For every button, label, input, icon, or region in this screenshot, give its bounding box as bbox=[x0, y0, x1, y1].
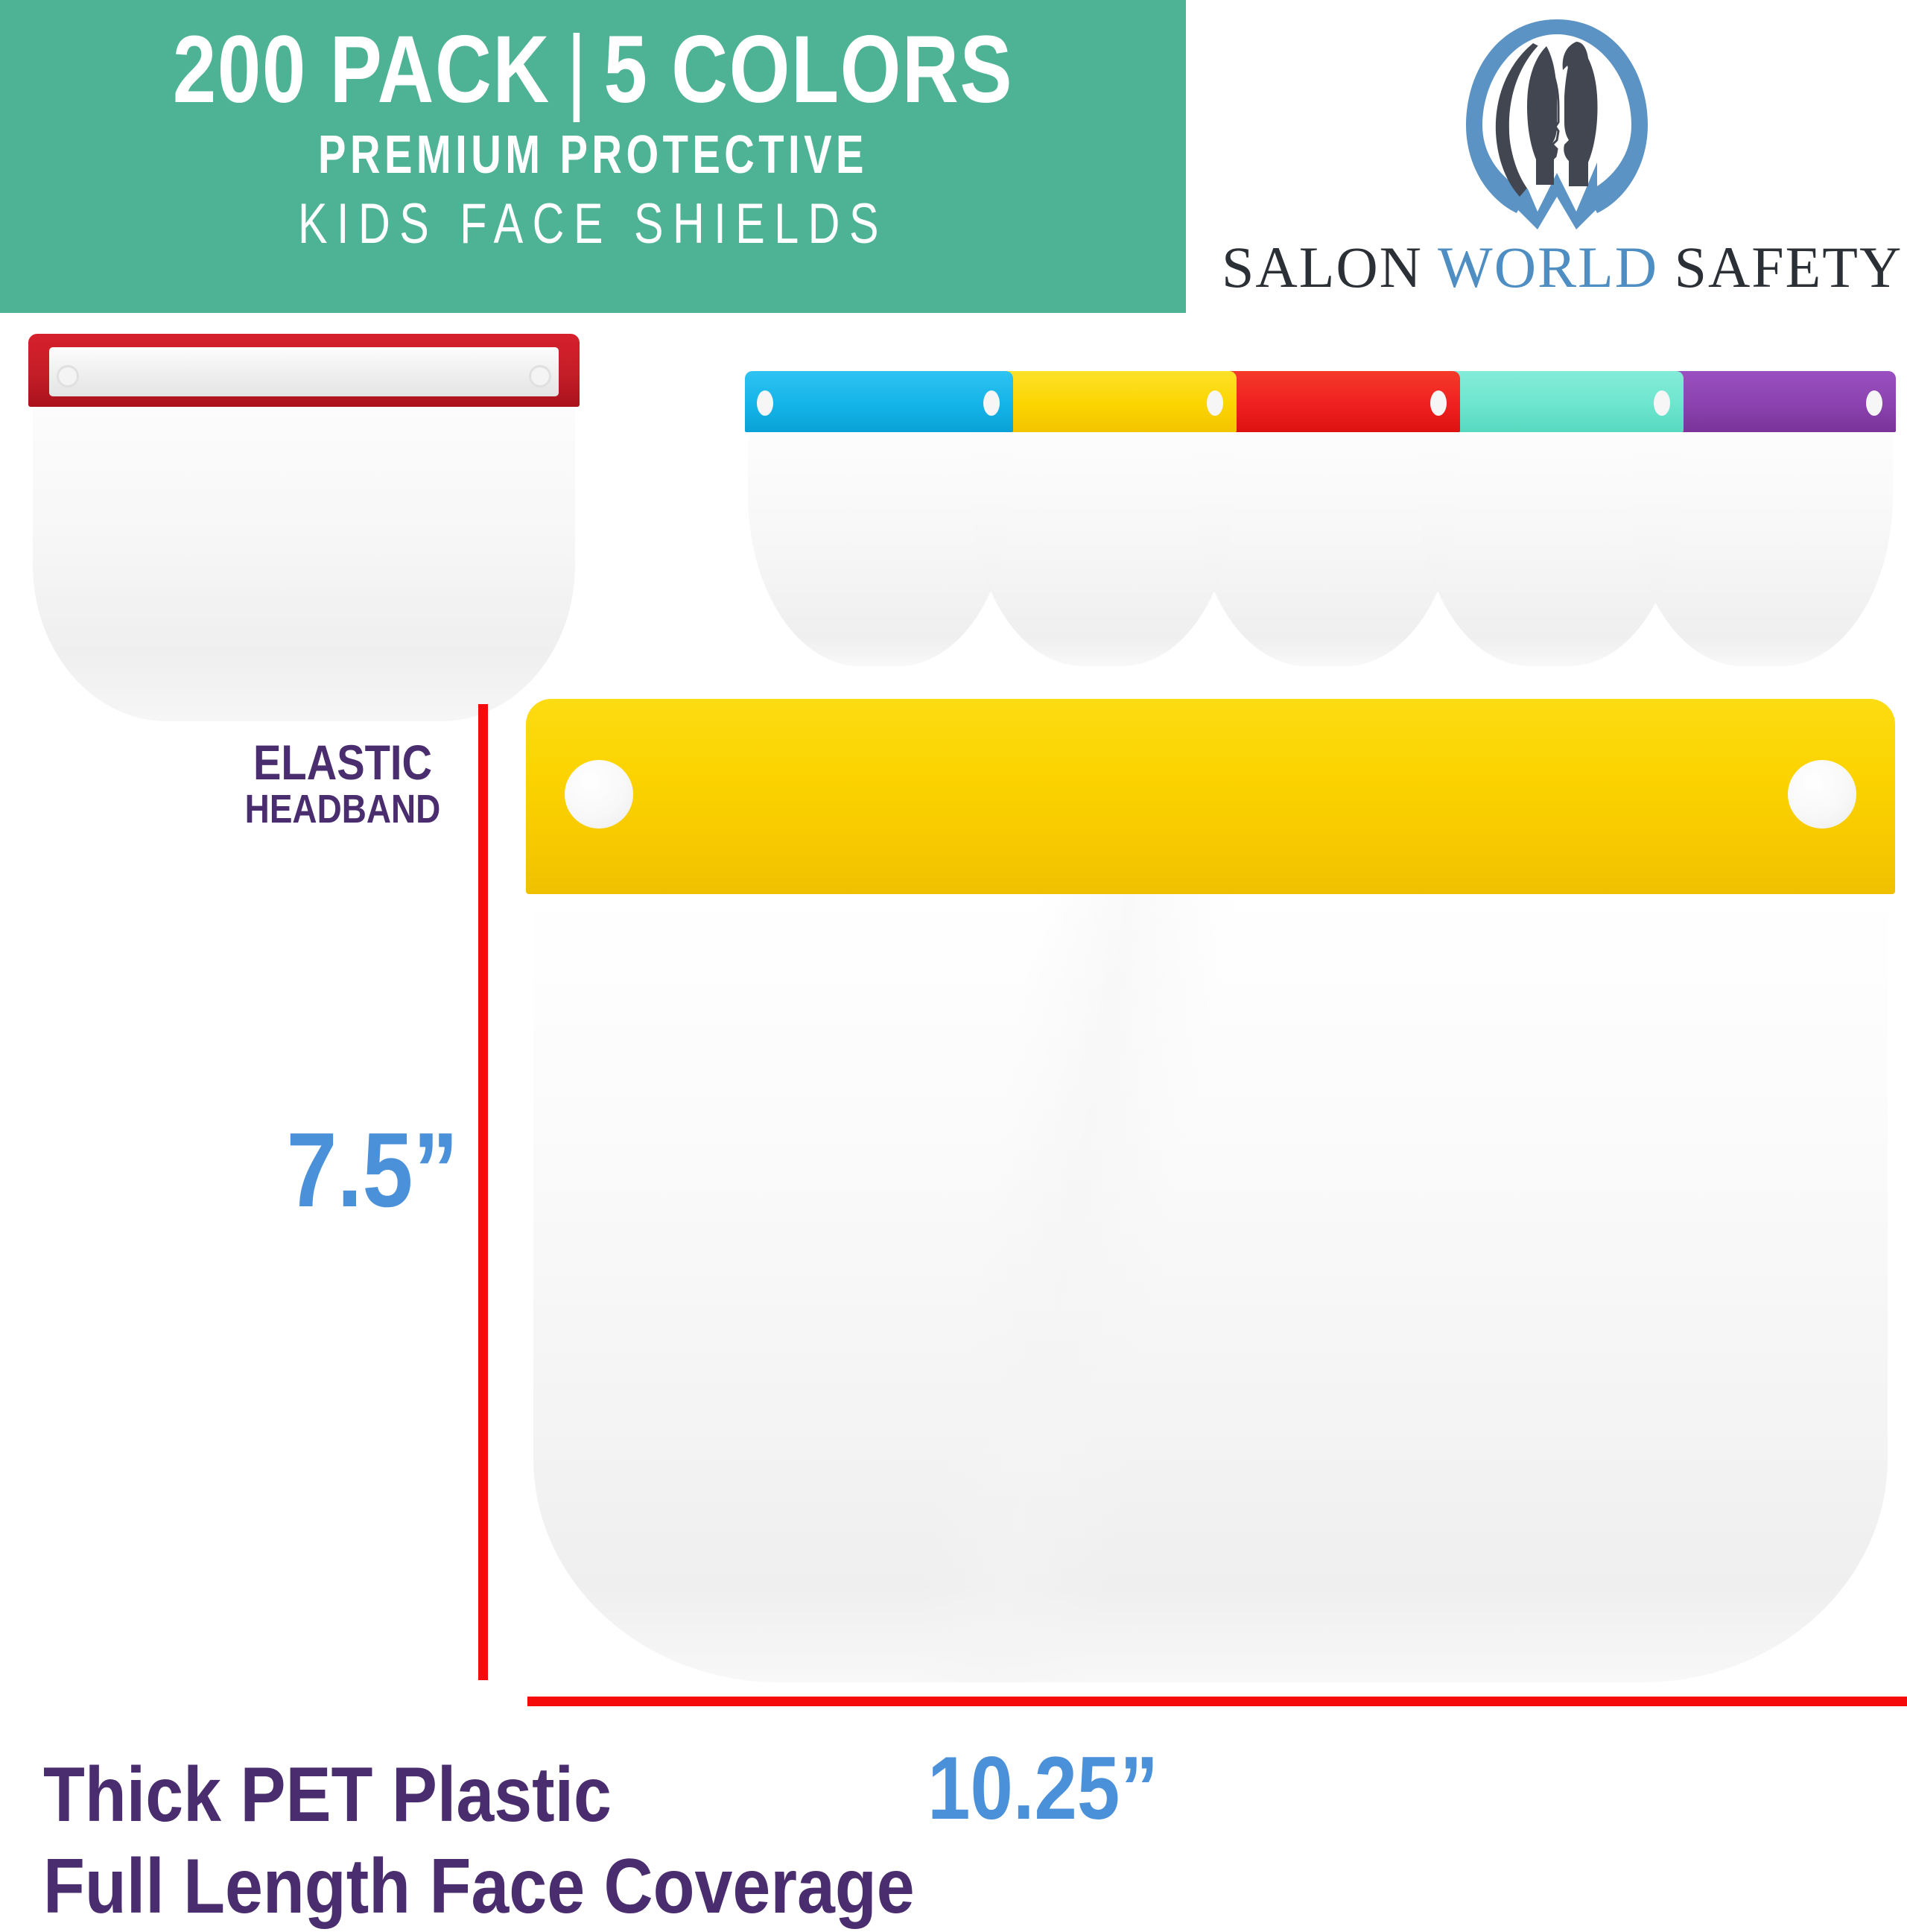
mini-shield-band bbox=[1192, 371, 1460, 432]
feature-line-coverage: Full Length Face Coverage bbox=[43, 1843, 915, 1930]
elastic-headband-shield bbox=[28, 334, 580, 721]
two-faces-oval-logo-icon bbox=[1466, 19, 1648, 229]
mini-shield-red bbox=[1192, 371, 1460, 668]
mini-shield-blue bbox=[745, 371, 1013, 668]
mini-rivet-left bbox=[757, 390, 773, 416]
large-shield-visor bbox=[533, 887, 1888, 1682]
mini-shield-visor bbox=[1418, 429, 1681, 666]
feature-text-block: Thick PET Plastic Full Length Face Cover… bbox=[43, 1749, 1161, 1932]
large-shield-band-yellow bbox=[526, 699, 1895, 894]
large-shield-rivet-right bbox=[1788, 760, 1856, 829]
header-subtitle: PREMIUM PROTECTIVE bbox=[318, 125, 868, 186]
header-pack-count: 200 PACK bbox=[172, 16, 550, 123]
brand-word-safety: SAFETY bbox=[1674, 235, 1903, 300]
mini-shield-yellow bbox=[968, 371, 1237, 668]
header-color-count: 5 COLORS bbox=[603, 16, 1014, 123]
shield-rivet-right bbox=[529, 365, 551, 387]
mini-rivet-right bbox=[1866, 390, 1882, 416]
mini-shield-visor bbox=[971, 429, 1234, 666]
caption-headband: HEADBAND bbox=[244, 787, 441, 832]
brand-logo: SALON WORLD SAFETY bbox=[1222, 13, 1901, 311]
width-measure-label: 10.25” bbox=[927, 1738, 1158, 1838]
header-product-name: KIDS FACE SHIELDS bbox=[298, 192, 888, 256]
elastic-headband-caption: ELASTIC HEADBAND bbox=[186, 738, 499, 832]
mini-shield-visor bbox=[1195, 429, 1457, 666]
shield-rivet-left bbox=[57, 365, 79, 387]
header-divider: | bbox=[566, 16, 588, 123]
brand-word-salon: SALON bbox=[1222, 235, 1424, 300]
width-measure-line bbox=[527, 1697, 1907, 1706]
color-variants-row bbox=[745, 371, 1896, 669]
brand-word-world: WORLD bbox=[1438, 235, 1659, 300]
header-banner: 200 PACK | 5 COLORS PREMIUM PROTECTIVE KID… bbox=[0, 0, 1186, 313]
large-face-shield bbox=[526, 699, 1895, 1682]
brand-wordmark: SALON WORLD SAFETY bbox=[1222, 234, 1901, 301]
height-measure-label: 7.5” bbox=[286, 1111, 459, 1229]
mini-shield-band bbox=[968, 371, 1237, 432]
large-shield-rivet-left bbox=[565, 760, 633, 829]
caption-elastic: ELASTIC bbox=[253, 735, 432, 790]
mini-rivet-right bbox=[1654, 390, 1670, 416]
height-measure-line bbox=[478, 704, 488, 1680]
feature-line-material: Thick PET Plastic bbox=[43, 1752, 612, 1838]
mini-rivet-right bbox=[983, 390, 1000, 416]
header-headline: 200 PACK | 5 COLORS bbox=[107, 16, 1079, 123]
mini-shield-visor bbox=[748, 429, 1010, 666]
shield-visor bbox=[33, 405, 575, 721]
shield-band-red bbox=[28, 334, 580, 407]
elastic-headband-strip bbox=[49, 347, 559, 396]
mini-shield-band bbox=[745, 371, 1013, 432]
mini-rivet-right bbox=[1207, 390, 1223, 416]
mini-rivet-right bbox=[1430, 390, 1447, 416]
mini-shield-mint bbox=[1415, 371, 1684, 668]
